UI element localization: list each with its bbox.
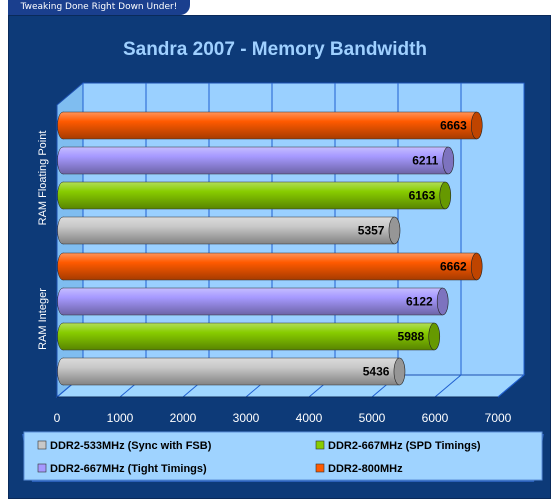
site-banner-text: Tweaking Done Right Down Under! — [20, 2, 178, 12]
bar-body — [63, 147, 449, 174]
bar-cap-right — [428, 322, 441, 351]
legend-swatch — [37, 463, 47, 473]
chart-title: Sandra 2007 - Memory Bandwidth — [123, 39, 427, 60]
x-tick-label: 7000 — [485, 411, 512, 425]
legend-box — [23, 431, 543, 481]
gridline-floor — [434, 374, 462, 398]
bar-value-label: 5988 — [398, 330, 425, 344]
bar-cap-right — [388, 216, 401, 245]
bar-cap-right — [470, 252, 483, 281]
value-axis: 0 1000 2000 3000 4000 5000 6000 7000 — [54, 411, 512, 425]
legend-label: DDR2-800MHz — [328, 463, 403, 475]
bar: 6122 — [57, 287, 449, 316]
bar-body — [63, 112, 477, 139]
bar: 6211 — [57, 146, 455, 175]
bar-cap-right — [470, 111, 483, 140]
x-tick-label: 2000 — [170, 411, 197, 425]
bar: 5357 — [57, 216, 401, 245]
x-tick-label: 3000 — [233, 411, 260, 425]
bar: 6663 — [57, 111, 483, 140]
bar-body — [63, 253, 477, 280]
legend: DDR2-533MHz (Sync with FSB) DDR2-667MHz (… — [22, 431, 544, 482]
bar-body — [63, 182, 446, 209]
bar-body — [63, 288, 443, 315]
category-axis: RAM Floating Point RAM Integer — [37, 131, 49, 350]
legend-label: DDR2-667MHz (SPD Timings) — [328, 440, 481, 452]
legend-swatch — [37, 440, 47, 450]
legend-label: DDR2-667MHz (Tight Timings) — [50, 463, 207, 475]
bar-value-label: 5357 — [358, 224, 385, 238]
category-label: RAM Floating Point — [37, 131, 49, 226]
bars: 6663 6211 6163 5357 6662 6122 5988 5436 — [57, 111, 483, 386]
bar-value-label: 6122 — [406, 295, 433, 309]
bar: 5436 — [57, 357, 406, 386]
x-tick-label: 6000 — [422, 411, 449, 425]
bar-cap-right — [393, 357, 406, 386]
bar-body — [63, 217, 395, 244]
bar-value-label: 6662 — [440, 260, 467, 274]
site-banner-tab: Tweaking Done Right Down Under! — [8, 0, 190, 15]
bar: 6662 — [57, 252, 483, 281]
bar: 6163 — [57, 181, 452, 210]
bar-value-label: 6163 — [409, 189, 436, 203]
bar-value-label: 5436 — [363, 365, 390, 379]
legend-swatch — [315, 463, 325, 473]
bar-cap-right — [442, 146, 455, 175]
bar-body — [63, 323, 435, 350]
x-tick-label: 1000 — [107, 411, 134, 425]
bar: 5988 — [57, 322, 441, 351]
bar-value-label: 6211 — [412, 154, 438, 168]
category-label: RAM Integer — [37, 288, 49, 350]
x-tick-label: 5000 — [359, 411, 386, 425]
bar-value-label: 6663 — [440, 119, 467, 133]
gridline-floor — [497, 374, 525, 398]
legend-label: DDR2-533MHz (Sync with FSB) — [50, 440, 212, 452]
bar-cap-right — [436, 287, 449, 316]
x-tick-label: 0 — [54, 411, 61, 425]
bar-body — [63, 358, 400, 385]
legend-swatch — [315, 440, 325, 450]
bar-cap-right — [439, 181, 452, 210]
x-tick-label: 4000 — [296, 411, 323, 425]
